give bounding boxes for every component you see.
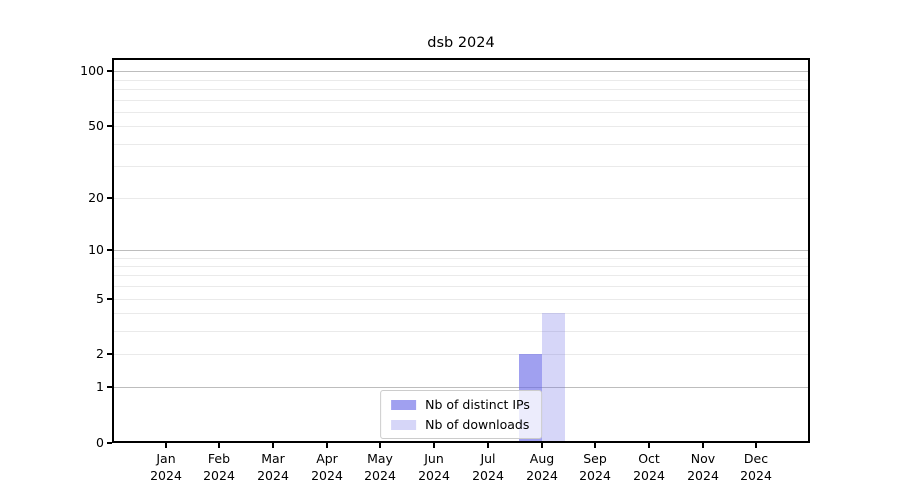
- gridline-minor: [112, 112, 810, 113]
- x-tick: [433, 443, 435, 448]
- x-tick: [487, 443, 489, 448]
- plot-area: Nb of distinct IPs Nb of downloads: [112, 58, 810, 443]
- x-tick: [272, 443, 274, 448]
- y-tick: [107, 298, 112, 300]
- y-tick-label: 100: [80, 63, 104, 78]
- legend-label: Nb of downloads: [425, 417, 530, 432]
- gridline-minor: [112, 313, 810, 314]
- y-tick: [107, 249, 112, 251]
- y-tick-label: 10: [88, 242, 104, 257]
- x-tick-label: Jan 2024: [150, 451, 182, 483]
- x-tick: [541, 443, 543, 448]
- gridline-minor: [112, 80, 810, 81]
- gridline-decade: [112, 71, 810, 72]
- x-tick-label: Oct 2024: [633, 451, 665, 483]
- gridline-decade: [112, 387, 810, 388]
- x-tick: [326, 443, 328, 448]
- gridline-minor: [112, 166, 810, 167]
- x-tick: [218, 443, 220, 448]
- y-tick-label: 0: [96, 435, 104, 450]
- bars-layer: [112, 58, 810, 443]
- x-tick-label: Nov 2024: [687, 451, 719, 483]
- legend: Nb of distinct IPs Nb of downloads: [380, 390, 542, 439]
- x-tick: [379, 443, 381, 448]
- y-tick-label: 50: [88, 118, 104, 133]
- y-tick-label: 5: [96, 291, 104, 306]
- x-tick-label: Jul 2024: [472, 451, 504, 483]
- y-tick-label: 2: [96, 346, 104, 361]
- x-tick: [165, 443, 167, 448]
- gridline-minor: [112, 266, 810, 267]
- gridline-minor: [112, 354, 810, 355]
- legend-swatch: [391, 399, 417, 410]
- y-tick: [107, 353, 112, 355]
- gridline-minor: [112, 286, 810, 287]
- x-tick-label: Dec 2024: [740, 451, 772, 483]
- y-tick: [107, 125, 112, 127]
- y-tick: [107, 442, 112, 444]
- y-tick: [107, 386, 112, 388]
- x-tick-label: May 2024: [364, 451, 396, 483]
- gridline-minor: [112, 198, 810, 199]
- x-tick: [755, 443, 757, 448]
- y-tick: [107, 70, 112, 72]
- x-tick: [702, 443, 704, 448]
- x-tick-label: Apr 2024: [311, 451, 343, 483]
- x-tick-label: Mar 2024: [257, 451, 289, 483]
- legend-swatch: [391, 419, 417, 430]
- gridline-minor: [112, 100, 810, 101]
- chart-title: dsb 2024: [427, 35, 495, 51]
- legend-entry: Nb of distinct IPs: [391, 397, 530, 412]
- gridline-minor: [112, 89, 810, 90]
- gridline-minor: [112, 126, 810, 127]
- gridline-minor: [112, 144, 810, 145]
- x-tick-label: Aug 2024: [526, 451, 558, 483]
- legend-label: Nb of distinct IPs: [425, 397, 530, 412]
- gridline-minor: [112, 258, 810, 259]
- gridline-minor: [112, 299, 810, 300]
- bar-aug-nb-of-downloads: [542, 313, 565, 443]
- legend-entry: Nb of downloads: [391, 417, 530, 432]
- grid-layer: [112, 58, 810, 443]
- gridline-minor: [112, 331, 810, 332]
- x-tick-label: Feb 2024: [203, 451, 235, 483]
- x-tick-label: Jun 2024: [418, 451, 450, 483]
- x-tick-label: Sep 2024: [579, 451, 611, 483]
- y-tick-label: 1: [96, 379, 104, 394]
- gridline-minor: [112, 275, 810, 276]
- x-tick: [648, 443, 650, 448]
- y-tick-label: 20: [88, 190, 104, 205]
- y-tick: [107, 197, 112, 199]
- gridline-decade: [112, 250, 810, 251]
- x-tick: [594, 443, 596, 448]
